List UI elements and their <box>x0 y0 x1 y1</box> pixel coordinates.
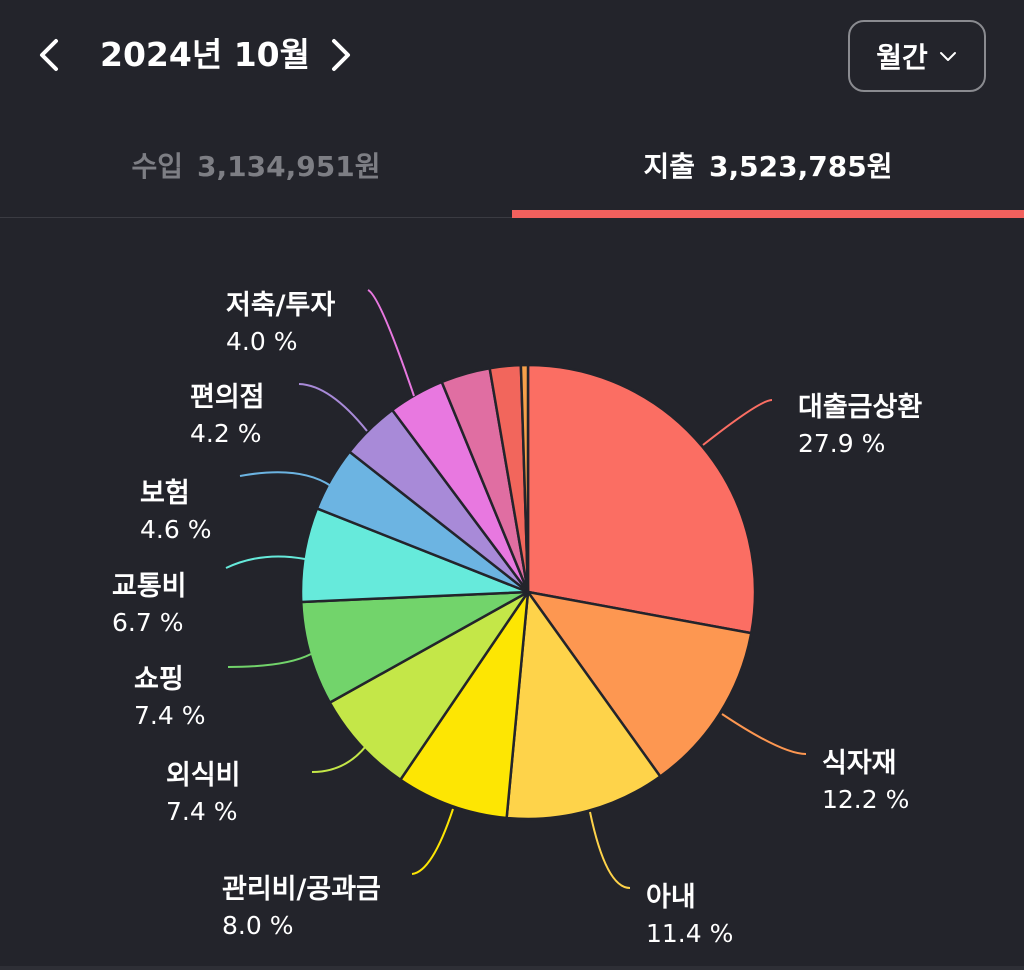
leader-line-6 <box>225 555 306 569</box>
slice-percent-2: 11.4 % <box>646 919 733 948</box>
tab-expense-amount: 3,523,785원 <box>709 150 893 183</box>
slice-percent-0: 27.9 % <box>798 429 885 458</box>
pie-slice-1[interactable] <box>526 590 753 778</box>
slice-percent-1: 12.2 % <box>822 785 909 814</box>
leader-line-3 <box>411 808 454 875</box>
leader-line-0 <box>702 399 773 446</box>
slice-percent-6: 6.7 % <box>112 608 183 637</box>
tab-income-label: 수입 <box>131 150 184 183</box>
pie-slice-3[interactable] <box>399 590 530 820</box>
pie-slice-2[interactable] <box>505 590 662 821</box>
bottom-divider <box>0 966 1024 970</box>
pie-slice-0[interactable] <box>526 363 757 635</box>
slice-label-8: 편의점 <box>190 382 265 413</box>
leader-line-9 <box>367 289 415 397</box>
slice-percent-8: 4.2 % <box>190 419 261 448</box>
leader-line-4 <box>311 745 367 773</box>
chevron-right-icon <box>332 39 350 71</box>
pie-chart-svg: 대출금상환 27.9 % 식자재 12.2 % 아내 11.4 % 관리비/공과금 8.0 %… <box>112 289 922 948</box>
pie-slice-12[interactable] <box>519 363 530 594</box>
slice-percent-4: 7.4 % <box>166 797 237 826</box>
leader-line-1 <box>721 713 807 755</box>
pie-slices <box>299 363 757 821</box>
active-tab-indicator <box>512 210 1024 218</box>
slice-label-3: 관리비/공과금 <box>222 874 381 905</box>
chevron-down-icon <box>939 52 956 61</box>
month-title: 2024년 10월 <box>100 35 310 74</box>
pie-slice-4[interactable] <box>328 590 530 781</box>
period-label: 월간 <box>876 41 928 74</box>
slice-percent-5: 7.4 % <box>134 701 205 730</box>
slice-percent-7: 4.6 % <box>140 515 211 544</box>
tab-income-amount: 3,134,951원 <box>197 150 381 183</box>
slice-label-5: 쇼핑 <box>134 664 184 695</box>
leader-line-7 <box>239 471 332 487</box>
expense-pie-chart: 대출금상환 27.9 % 식자재 12.2 % 아내 11.4 % 관리비/공과금 8.0 %… <box>0 218 1024 966</box>
leader-line-5 <box>227 653 312 668</box>
period-select[interactable]: 월간 <box>848 20 986 92</box>
slice-label-6: 교통비 <box>112 571 187 602</box>
prev-month-button[interactable] <box>30 30 70 80</box>
chevron-left-icon <box>40 39 58 71</box>
slice-label-2: 아내 <box>646 882 696 913</box>
leader-line-2 <box>589 811 631 889</box>
slice-label-9: 저축/투자 <box>226 290 335 321</box>
next-month-button[interactable] <box>320 30 360 80</box>
slice-label-0: 대출금상환 <box>798 392 922 423</box>
leader-line-8 <box>298 383 368 432</box>
slice-label-7: 보험 <box>140 478 190 509</box>
tab-expense[interactable]: 지출 3,523,785원 <box>512 112 1024 218</box>
tab-income[interactable]: 수입 3,134,951원 <box>0 112 512 218</box>
income-expense-tabs: 수입 3,134,951원 지출 3,523,785원 <box>0 112 1024 218</box>
slice-percent-9: 4.0 % <box>226 327 297 356</box>
slice-label-1: 식자재 <box>822 748 897 779</box>
tab-expense-label: 지출 <box>643 150 696 183</box>
slice-percent-3: 8.0 % <box>222 911 293 940</box>
pie-labels: 대출금상환 27.9 % 식자재 12.2 % 아내 11.4 % 관리비/공과금 8.0 %… <box>112 289 922 948</box>
top-bar: 2024년 10월 월간 <box>0 0 1024 112</box>
slice-label-4: 외식비 <box>166 760 241 791</box>
